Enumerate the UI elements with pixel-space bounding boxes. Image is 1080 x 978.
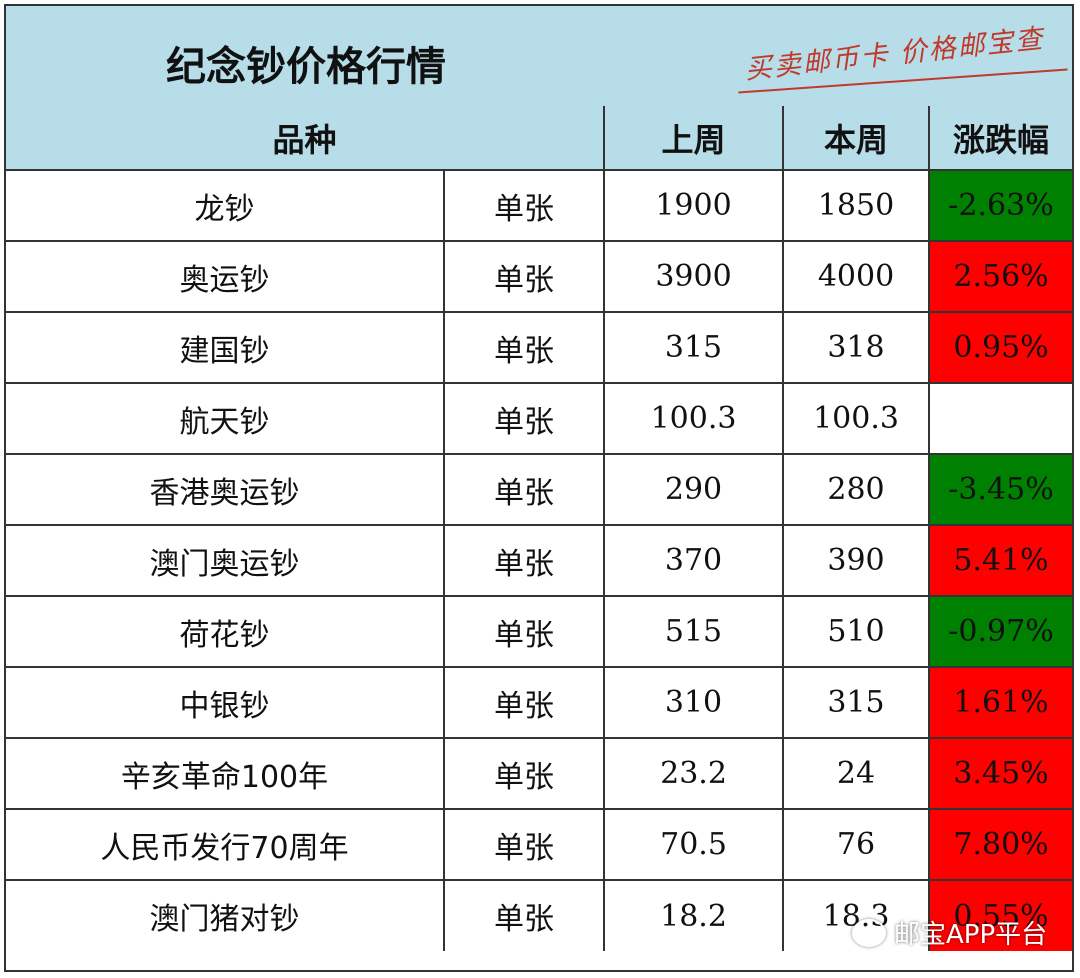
unit-cell: 单张 [442, 240, 606, 313]
change-percent: -3.45% [928, 453, 1073, 526]
last-week-price: 370 [603, 524, 785, 597]
last-week-price: 290 [603, 453, 785, 526]
last-week-price: 100.3 [603, 382, 785, 455]
header-change: 涨跌幅 [928, 106, 1073, 171]
this-week-price: 315 [782, 666, 931, 739]
table-row: 中银钞 单张 310 315 1.61% [6, 666, 1073, 739]
this-week-price: 4000 [782, 240, 931, 313]
unit-cell: 单张 [442, 453, 606, 526]
unit-cell: 单张 [442, 737, 606, 810]
variety-cell: 建国钞 [6, 311, 445, 384]
variety-cell: 航天钞 [6, 382, 445, 455]
last-week-price: 70.5 [603, 808, 785, 881]
change-percent: 1.61% [928, 666, 1073, 739]
wechat-icon [852, 918, 886, 947]
unit-cell: 单张 [442, 169, 606, 242]
unit-cell: 单张 [442, 595, 606, 668]
variety-cell: 香港奥运钞 [6, 453, 445, 526]
watermark: 邮宝APP平台 [852, 914, 1047, 951]
change-percent: -2.63% [928, 169, 1073, 242]
variety-cell: 荷花钞 [6, 595, 445, 668]
watermark-text: 邮宝APP平台 [894, 920, 1048, 950]
change-percent [928, 382, 1073, 455]
table-row: 人民币发行70周年 单张 70.5 76 7.80% [6, 808, 1073, 881]
variety-cell: 龙钞 [6, 169, 445, 242]
unit-cell: 单张 [442, 666, 606, 739]
table-row: 香港奥运钞 单张 290 280 -3.45% [6, 453, 1073, 526]
unit-cell: 单张 [442, 879, 606, 951]
header-this-week: 本周 [782, 106, 931, 171]
variety-cell: 人民币发行70周年 [6, 808, 445, 881]
change-percent: 2.56% [928, 240, 1073, 313]
table-row: 澳门奥运钞 单张 370 390 5.41% [6, 524, 1073, 597]
table-row: 建国钞 单张 315 318 0.95% [6, 311, 1073, 384]
unit-cell: 单张 [442, 524, 606, 597]
change-percent: 7.80% [928, 808, 1073, 881]
last-week-price: 310 [603, 666, 785, 739]
title-bar: 纪念钞价格行情 买卖邮币卡 价格邮宝查 [6, 6, 1072, 108]
table-row: 龙钞 单张 1900 1850 -2.63% [6, 169, 1073, 242]
header-variety: 品种 [6, 106, 606, 171]
this-week-price: 280 [782, 453, 931, 526]
table-row: 澳门猪对钞 单张 18.2 18.3 0.55% [6, 879, 1073, 951]
this-week-price: 1850 [782, 169, 931, 242]
change-percent: 0.95% [928, 311, 1073, 384]
change-percent: 3.45% [928, 737, 1073, 810]
this-week-price: 318 [782, 311, 931, 384]
table-header-row: 品种 上周 本周 涨跌幅 [6, 106, 1073, 171]
table-row: 辛亥革命100年 单张 23.2 24 3.45% [6, 737, 1073, 810]
last-week-price: 315 [603, 311, 785, 384]
change-percent: -0.97% [928, 595, 1073, 668]
this-week-price: 24 [782, 737, 931, 810]
this-week-price: 510 [782, 595, 931, 668]
last-week-price: 3900 [603, 240, 785, 313]
variety-cell: 澳门奥运钞 [6, 524, 445, 597]
slogan-text: 买卖邮币卡 价格邮宝查 [743, 23, 1046, 86]
price-sheet: 纪念钞价格行情 买卖邮币卡 价格邮宝查 品种 上周 本周 涨跌幅 龙钞 单张 190… [4, 4, 1074, 972]
change-percent: 5.41% [928, 524, 1073, 597]
unit-cell: 单张 [442, 311, 606, 384]
unit-cell: 单张 [442, 382, 606, 455]
variety-cell: 辛亥革命100年 [6, 737, 445, 810]
variety-cell: 奥运钞 [6, 240, 445, 313]
last-week-price: 515 [603, 595, 785, 668]
this-week-price: 390 [782, 524, 931, 597]
header-last-week: 上周 [603, 106, 785, 171]
change-percent: 0.55% [928, 879, 1073, 951]
last-week-price: 18.2 [603, 879, 785, 951]
this-week-price: 76 [782, 808, 931, 881]
last-week-price: 1900 [603, 169, 785, 242]
table-row: 奥运钞 单张 3900 4000 2.56% [6, 240, 1073, 313]
table-row: 航天钞 单张 100.3 100.3 [6, 382, 1073, 455]
price-table: 品种 上周 本周 涨跌幅 龙钞 单张 1900 1850 -2.63% 奥运钞 单张 3900… [6, 106, 1073, 951]
page-title: 纪念钞价格行情 [166, 44, 446, 90]
table-row: 荷花钞 单张 515 510 -0.97% [6, 595, 1073, 668]
this-week-price: 100.3 [782, 382, 931, 455]
variety-cell: 中银钞 [6, 666, 445, 739]
variety-cell: 澳门猪对钞 [6, 879, 445, 951]
last-week-price: 23.2 [603, 737, 785, 810]
unit-cell: 单张 [442, 808, 606, 881]
